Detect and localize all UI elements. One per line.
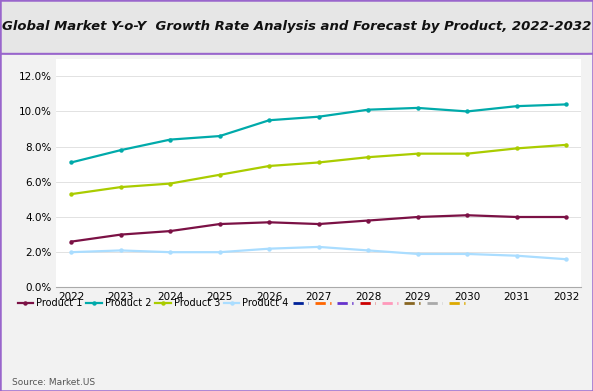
Legend: Product 1, Product 2, Product 3, Product 4, , , , , , , , : Product 1, Product 2, Product 3, Product… xyxy=(14,294,471,312)
Text: Source: Market.US: Source: Market.US xyxy=(12,378,95,387)
FancyBboxPatch shape xyxy=(0,0,593,54)
Text: Global Market Y-o-Y  Growth Rate Analysis and Forecast by Product, 2022-2032: Global Market Y-o-Y Growth Rate Analysis… xyxy=(2,20,591,33)
